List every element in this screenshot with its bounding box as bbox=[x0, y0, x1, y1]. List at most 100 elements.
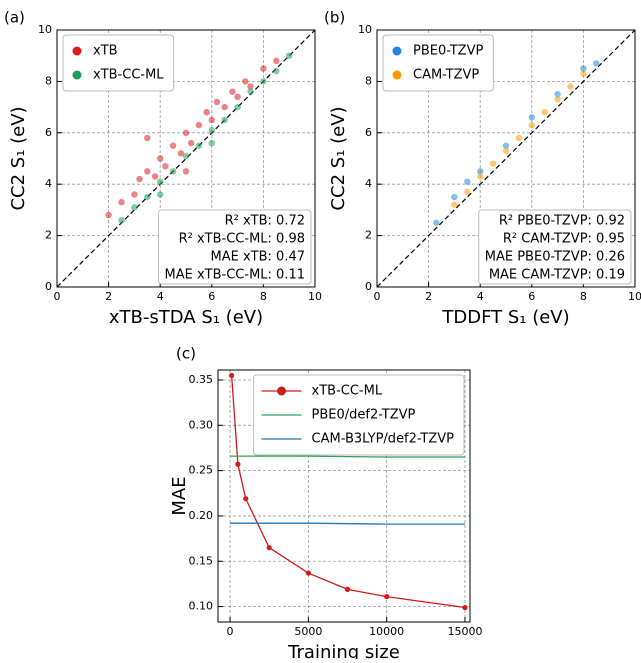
x-tick-label: 2 bbox=[425, 290, 432, 303]
stats-text: R² CAM-TZVP: 0.95 bbox=[503, 232, 625, 247]
marker bbox=[344, 586, 351, 592]
point bbox=[464, 188, 471, 196]
point bbox=[273, 57, 280, 65]
stats-text: MAE CAM-TZVP: 0.19 bbox=[489, 268, 625, 283]
panel: (b) 0 2 4 6 8 10 0 2 4 6 8 10 TDDFT S₁ (eV) CC2 S₁ (eV… bbox=[324, 9, 641, 329]
point bbox=[105, 211, 112, 219]
stats-box: R² PBE0-TZVP: 0.92 R² CAM-TZVP: 0.95 MAE P… bbox=[478, 209, 632, 285]
y-tick-label: 4 bbox=[45, 177, 52, 190]
point bbox=[593, 60, 600, 67]
point bbox=[151, 173, 159, 180]
point bbox=[169, 168, 177, 175]
x-axis-label: xTB-sTDA S₁ (eV) bbox=[109, 307, 263, 328]
legend-box bbox=[382, 34, 494, 92]
y-tick-label: 0.15 bbox=[189, 554, 214, 567]
point bbox=[580, 65, 587, 72]
y-tick-label: 0 bbox=[45, 280, 52, 293]
point bbox=[157, 191, 164, 198]
point bbox=[118, 216, 125, 224]
stats-text: MAE PBE0-TZVP: 0.26 bbox=[485, 250, 625, 265]
point bbox=[157, 155, 164, 162]
point bbox=[477, 173, 484, 180]
point bbox=[195, 142, 203, 149]
y-tick-label: 0.35 bbox=[189, 373, 214, 386]
line bbox=[230, 375, 466, 609]
point bbox=[515, 134, 523, 142]
stats-text: R² xTB: 0.72 bbox=[225, 214, 305, 229]
marker bbox=[229, 372, 235, 379]
y-tick-label: 0.30 bbox=[189, 418, 214, 431]
legend-label: CAM-B3LYP/def2-TZVP bbox=[312, 432, 455, 447]
y-tick-label: 2 bbox=[365, 229, 372, 242]
y-tick-label: 6 bbox=[45, 126, 52, 139]
x-tick-label: 10 bbox=[628, 290, 641, 303]
marker bbox=[462, 604, 468, 611]
plot-frame bbox=[376, 29, 636, 288]
point bbox=[242, 78, 249, 85]
panel-label: (c) bbox=[176, 345, 196, 363]
y-tick-label: 6 bbox=[365, 126, 372, 139]
point bbox=[464, 178, 471, 185]
legend-label: xTB-CC-ML bbox=[93, 68, 164, 83]
plot-frame bbox=[217, 369, 471, 623]
point bbox=[451, 193, 458, 201]
x-tick-label: 0 bbox=[374, 290, 381, 303]
point bbox=[554, 91, 561, 98]
point bbox=[528, 121, 535, 129]
point bbox=[169, 142, 177, 149]
point bbox=[136, 175, 143, 183]
point bbox=[580, 70, 587, 77]
stats-frame bbox=[478, 209, 632, 285]
point bbox=[157, 178, 164, 185]
x-tick-label: 2 bbox=[105, 290, 112, 303]
panel-label: (a) bbox=[4, 9, 25, 27]
point bbox=[131, 204, 138, 211]
legend-marker bbox=[277, 386, 287, 396]
point bbox=[203, 109, 210, 116]
point bbox=[208, 127, 215, 134]
stats-frame bbox=[158, 209, 312, 285]
diagonal bbox=[56, 29, 316, 288]
y-axis-label: CC2 S₁ (eV) bbox=[8, 106, 29, 210]
marker bbox=[384, 594, 390, 600]
y-tick-label: 0.25 bbox=[189, 464, 214, 477]
x-tick-label: 10 bbox=[308, 290, 322, 303]
panel: (a) 0 2 4 6 8 10 0 2 4 6 8 10 xTB-sTDA S₁ (eV) CC2 S₁ … bbox=[4, 9, 322, 329]
legend-box bbox=[62, 34, 175, 92]
legend-box bbox=[253, 374, 465, 456]
x-tick-label: 0 bbox=[54, 290, 61, 303]
marker bbox=[266, 545, 272, 551]
point bbox=[195, 121, 203, 129]
legend-marker bbox=[72, 70, 82, 80]
y-tick-label: 10 bbox=[358, 23, 372, 36]
point bbox=[502, 142, 510, 149]
y-tick-label: 0 bbox=[365, 280, 372, 293]
point bbox=[118, 198, 125, 206]
legend-label: PBE0-TZVP bbox=[413, 44, 483, 59]
point bbox=[187, 139, 195, 147]
legend: xTB xTB-CC-ML bbox=[62, 34, 175, 92]
point bbox=[260, 78, 267, 85]
point bbox=[502, 147, 510, 154]
point bbox=[273, 67, 280, 75]
x-tick-label: 0 bbox=[227, 625, 234, 638]
y-tick-label: 4 bbox=[365, 177, 372, 190]
point bbox=[208, 116, 215, 124]
y-tick-label: 8 bbox=[365, 74, 372, 87]
line bbox=[230, 522, 465, 525]
marker bbox=[305, 570, 311, 576]
point bbox=[221, 103, 228, 111]
plot-frame bbox=[56, 29, 316, 288]
marker bbox=[235, 461, 241, 467]
x-tick-label: 8 bbox=[580, 290, 587, 303]
point bbox=[260, 65, 267, 72]
legend-label: xTB bbox=[93, 44, 118, 59]
point bbox=[182, 168, 190, 175]
point bbox=[541, 109, 548, 116]
point bbox=[208, 139, 215, 147]
diagonal bbox=[376, 29, 636, 288]
legend: PBE0-TZVP CAM-TZVP bbox=[382, 34, 494, 92]
stats-text: R² xTB-CC-ML: 0.98 bbox=[179, 232, 305, 247]
